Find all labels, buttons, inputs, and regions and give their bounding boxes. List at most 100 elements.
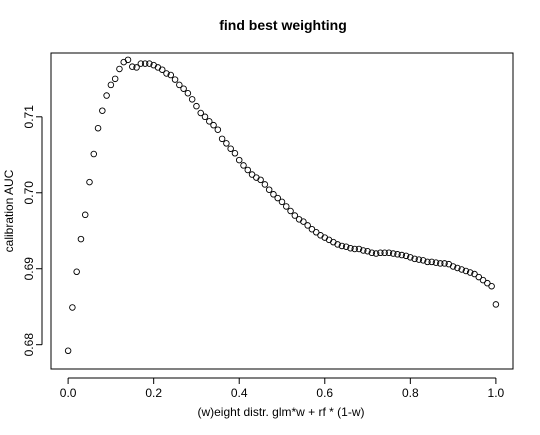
data-point (197, 109, 204, 117)
data-point (492, 301, 500, 308)
data-point (154, 64, 162, 71)
data-point (415, 256, 423, 263)
data-point (347, 244, 354, 252)
data-point (312, 229, 320, 236)
data-point (325, 236, 333, 244)
data-point (454, 264, 461, 272)
data-points (64, 56, 500, 355)
data-point (73, 268, 80, 276)
data-point (449, 263, 457, 270)
data-point (248, 171, 256, 178)
data-point (210, 121, 217, 129)
data-point (274, 194, 281, 202)
y-tick-label: 0.69 (22, 257, 36, 281)
data-point (317, 232, 324, 239)
data-point (475, 273, 483, 281)
data-point (372, 250, 380, 257)
data-point (355, 245, 363, 253)
data-point (257, 176, 264, 184)
y-tick-label: 0.71 (22, 105, 36, 129)
data-point (86, 178, 93, 186)
data-point (441, 260, 448, 267)
data-point (394, 251, 401, 258)
data-point (351, 245, 358, 253)
data-point (141, 60, 149, 67)
data-point (244, 166, 252, 174)
data-point (462, 267, 470, 275)
data-point (146, 60, 153, 67)
data-point (133, 64, 140, 71)
data-point (103, 92, 110, 99)
data-point (308, 225, 316, 233)
data-point (158, 66, 166, 73)
data-point (99, 107, 106, 114)
data-point (295, 216, 303, 223)
data-point (167, 71, 175, 79)
data-point (193, 102, 200, 110)
data-point (180, 85, 187, 92)
x-tick-label: 0.2 (145, 386, 162, 400)
data-point (265, 186, 273, 193)
y-axis: 0.68 0.69 0.70 0.71 (22, 105, 43, 356)
data-point (300, 218, 307, 225)
data-point (381, 249, 388, 257)
data-point (428, 258, 435, 266)
data-point (171, 76, 179, 83)
data-point (432, 259, 440, 266)
data-point (368, 249, 376, 257)
chart-title: find best weighting (219, 17, 347, 33)
data-point (188, 96, 196, 103)
data-point (424, 258, 431, 266)
x-tick-label: 0.8 (402, 386, 419, 400)
data-point (261, 181, 269, 188)
data-point (458, 266, 465, 273)
data-point (235, 156, 243, 164)
data-point (304, 222, 311, 229)
data-point (389, 250, 397, 257)
data-point (176, 81, 183, 89)
data-point (90, 150, 98, 158)
x-tick-label: 0.0 (60, 386, 77, 400)
x-axis-label: (w)eight distr. glm*w + rf * (1-w) (197, 405, 364, 419)
data-point (411, 255, 418, 263)
x-axis: 0.0 0.2 0.4 0.6 0.8 1.0 (60, 377, 505, 400)
data-point (240, 162, 247, 169)
data-point (278, 198, 286, 206)
data-point (398, 251, 406, 259)
data-point (124, 56, 132, 64)
data-point (64, 347, 72, 355)
data-point (184, 90, 192, 97)
data-point (287, 207, 294, 215)
data-point (385, 249, 393, 257)
data-point (437, 260, 444, 267)
data-point (107, 81, 115, 89)
data-point (223, 140, 230, 147)
data-point (253, 174, 260, 181)
data-point (338, 242, 346, 250)
data-point (137, 60, 145, 67)
x-tick-label: 0.4 (231, 386, 248, 400)
plot-frame (50, 52, 514, 370)
data-point (471, 270, 478, 278)
data-point (466, 269, 474, 276)
data-point (214, 126, 222, 133)
data-point (291, 212, 299, 219)
data-point (342, 243, 350, 250)
x-tick-label: 0.6 (316, 386, 333, 400)
data-point (360, 247, 367, 254)
data-point (231, 150, 239, 157)
data-point (116, 65, 123, 73)
data-point (479, 276, 487, 284)
data-point (283, 203, 290, 210)
data-point (163, 70, 170, 77)
data-point (419, 257, 427, 264)
y-axis-label: calibration AUC (2, 169, 16, 252)
data-point (81, 211, 89, 219)
data-point (201, 113, 209, 121)
data-point (270, 191, 277, 198)
data-point (218, 135, 226, 143)
data-point (330, 238, 337, 246)
data-point (129, 63, 136, 70)
data-point (94, 124, 102, 132)
data-point (364, 248, 371, 255)
